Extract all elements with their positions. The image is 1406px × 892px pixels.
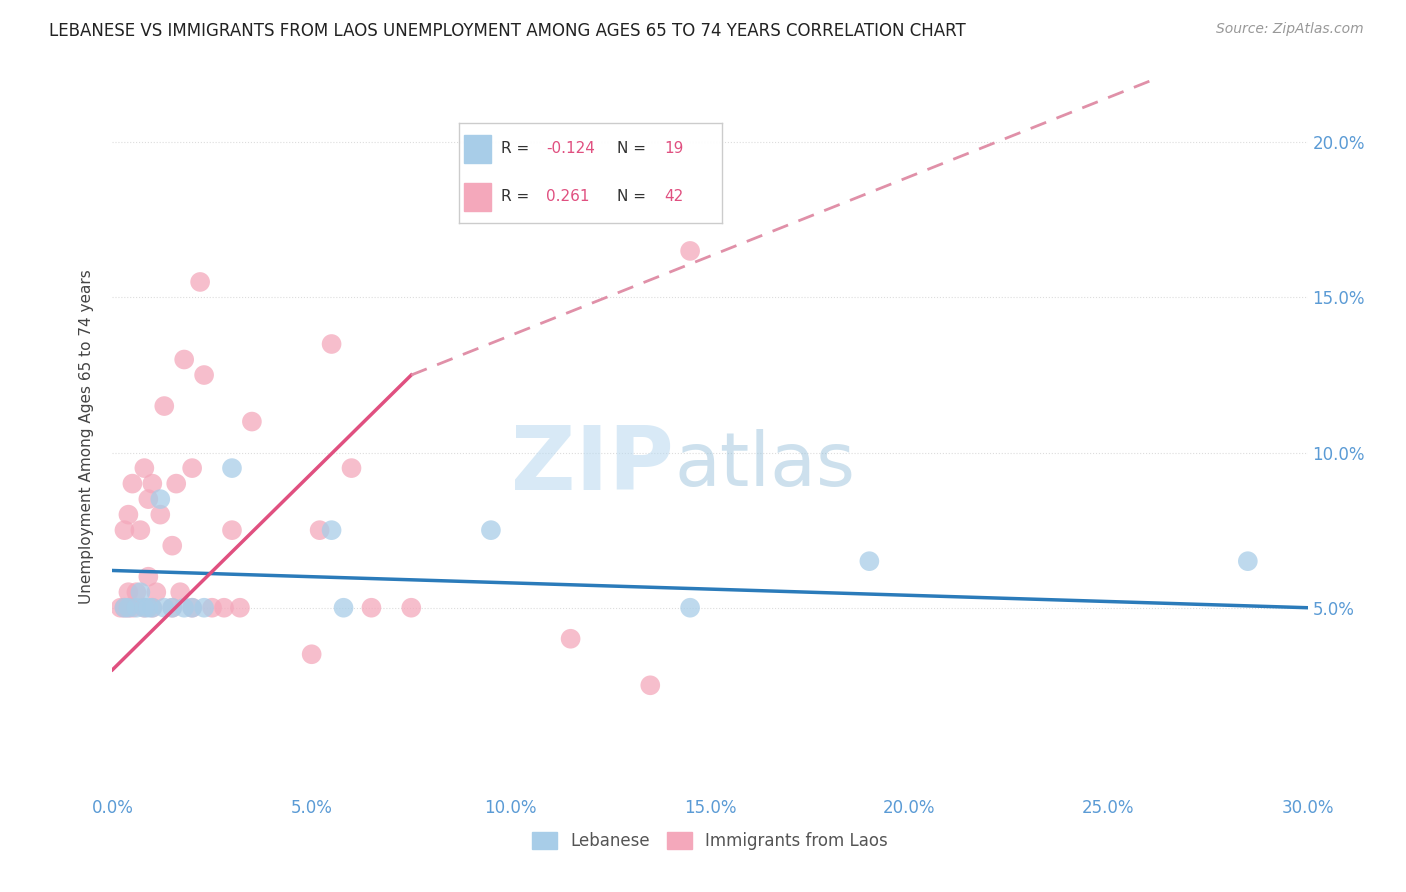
Point [332,600,354,615]
Point [162,539,183,553]
Y-axis label: Unemployment Among Ages 65 to 74 years: Unemployment Among Ages 65 to 74 years [79,269,94,605]
Point [125,585,148,599]
Point [129,585,152,599]
Point [121,600,143,615]
Point [321,523,343,537]
Point [141,600,163,615]
Point [181,461,204,475]
Text: atlas: atlas [675,429,855,502]
Point [169,585,191,599]
Point [340,461,363,475]
Point [117,600,139,615]
Point [145,585,167,599]
Point [138,570,160,584]
Point [141,476,163,491]
Point [201,600,224,615]
Point [193,368,215,382]
Point [134,461,156,475]
Point [188,275,211,289]
Point [679,600,702,615]
Point [165,476,187,491]
Point [221,523,243,537]
Text: ZIP: ZIP [512,422,675,509]
Point [117,508,139,522]
Point [114,523,135,537]
Point [858,554,880,568]
Point [181,600,204,615]
Point [129,523,152,537]
Point [1237,554,1260,568]
Text: Source: ZipAtlas.com: Source: ZipAtlas.com [1216,22,1364,37]
Point [560,632,582,646]
Point [301,647,323,661]
Point [308,523,330,537]
Point [679,244,702,258]
Point [240,415,263,429]
Point [117,600,139,615]
Point [479,523,502,537]
Point [221,461,243,475]
Point [125,600,148,615]
Point [134,600,156,615]
Point [229,600,252,615]
Point [321,337,343,351]
Point [640,678,662,692]
Point [138,600,160,615]
Point [193,600,215,615]
Point [134,600,156,615]
Point [114,600,135,615]
Point [162,600,183,615]
Point [401,600,423,615]
Point [212,600,235,615]
Legend: Lebanese, Immigrants from Laos: Lebanese, Immigrants from Laos [526,825,894,857]
Point [138,492,160,507]
Point [181,600,204,615]
Text: LEBANESE VS IMMIGRANTS FROM LAOS UNEMPLOYMENT AMONG AGES 65 TO 74 YEARS CORRELAT: LEBANESE VS IMMIGRANTS FROM LAOS UNEMPLO… [49,22,966,40]
Point [121,476,143,491]
Point [153,399,176,413]
Point [141,600,163,615]
Point [173,352,195,367]
Point [117,585,139,599]
Point [114,600,135,615]
Point [149,492,172,507]
Point [360,600,382,615]
Point [149,508,172,522]
Point [110,600,132,615]
Point [173,600,195,615]
Point [153,600,176,615]
Point [162,600,183,615]
